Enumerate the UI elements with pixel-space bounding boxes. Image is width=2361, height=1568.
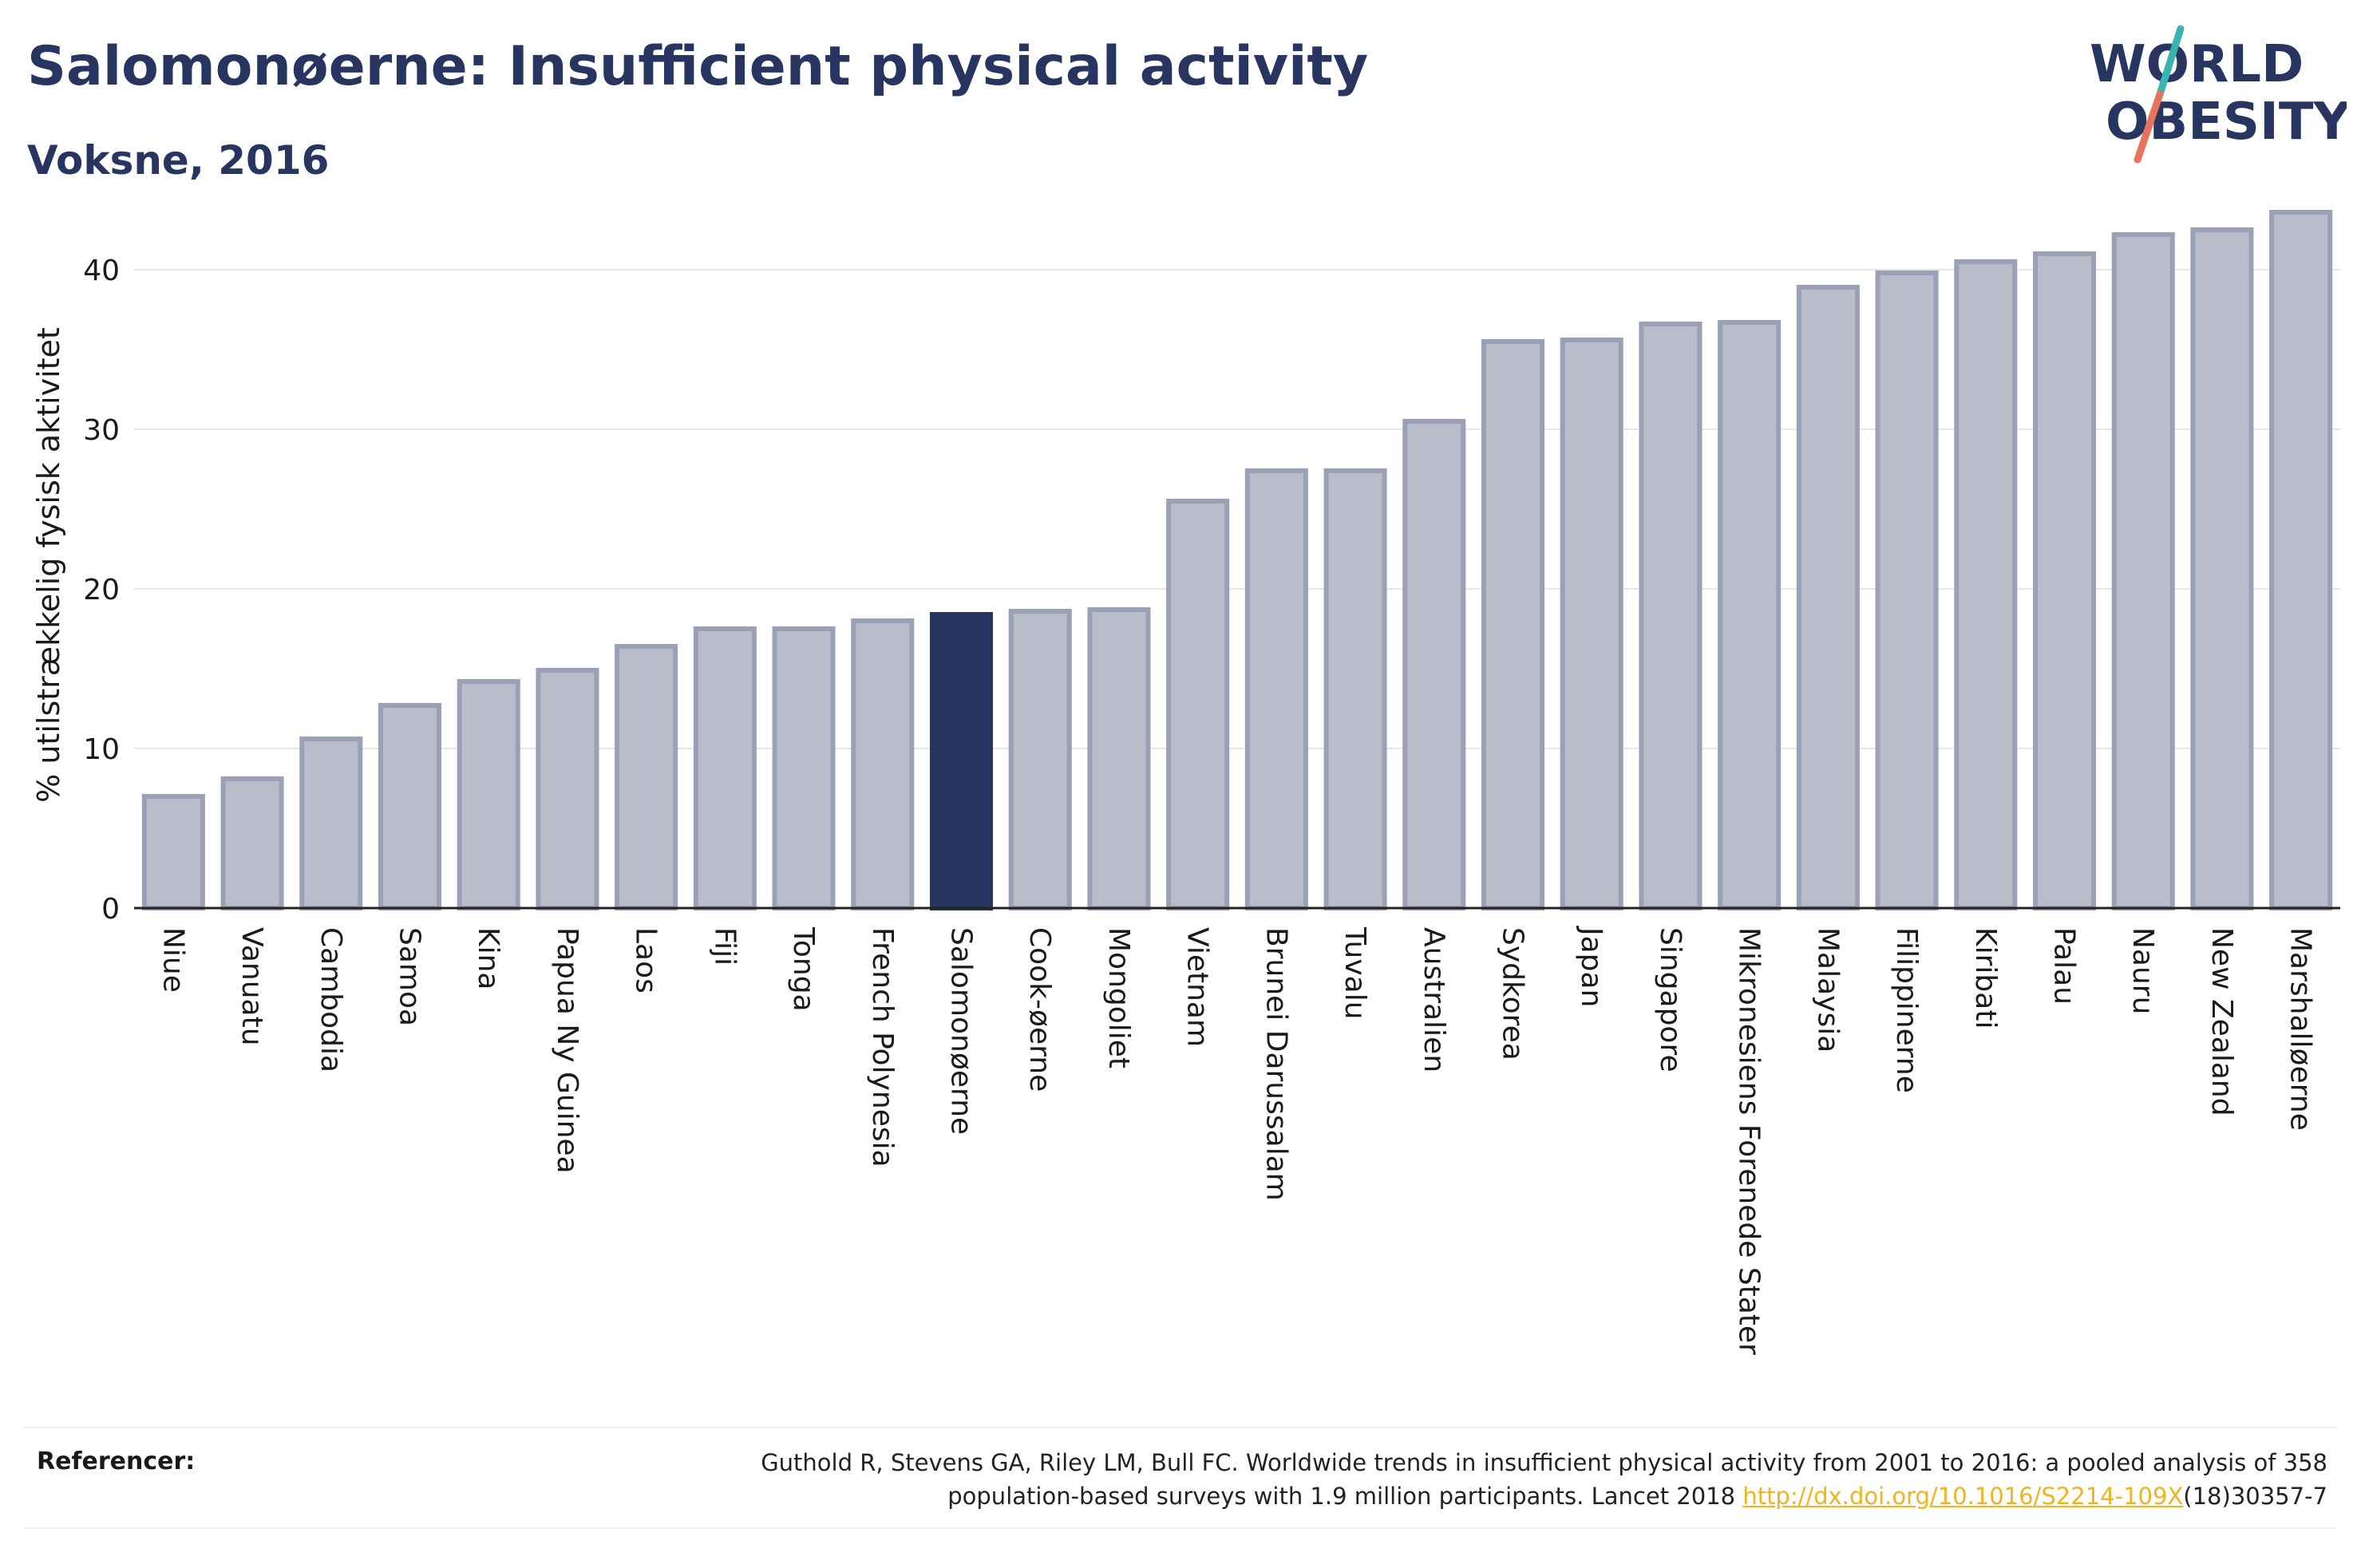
reference-doi-link[interactable]: http://dx.doi.org/10.1016/S2214-109X — [1742, 1483, 2184, 1510]
bar — [851, 618, 915, 910]
x-tick-label: Marshalløerne — [2284, 927, 2317, 1131]
x-tick-label: Sydkorea — [1497, 927, 1529, 1060]
x-tick-label: Papua Ny Guinea — [551, 927, 583, 1174]
x-tick-label: Malaysia — [1811, 927, 1844, 1053]
y-tick-label: 40 — [83, 255, 120, 287]
x-tick-label: Salomonøerne — [945, 927, 978, 1135]
references-section: Referencer: Guthold R, Stevens GA, Riley… — [24, 1427, 2337, 1529]
bar-highlighted — [929, 612, 994, 910]
bar — [693, 626, 757, 910]
bar — [1796, 285, 1860, 910]
x-tick-label: Tuvalu — [1339, 926, 1371, 1020]
x-tick-label: Samoa — [394, 927, 426, 1026]
x-tick-label: Japan — [1575, 926, 1608, 1007]
x-tick-label: Cambodia — [314, 927, 347, 1072]
y-tick-label: 10 — [83, 733, 120, 766]
bar — [1560, 338, 1623, 910]
references-label: Referencer: — [37, 1448, 196, 1475]
bar — [2111, 232, 2175, 910]
bar — [1166, 499, 1230, 910]
bar — [536, 668, 599, 910]
x-tick-label: Kina — [472, 927, 504, 990]
x-tick-label: Niue — [156, 927, 189, 993]
logo-slash-coral — [2134, 90, 2164, 164]
bar — [1402, 419, 1466, 910]
logo-line1: WORLD — [2090, 35, 2304, 94]
bar — [1954, 259, 2018, 910]
chart-subtitle: Voksne, 2016 — [27, 137, 330, 184]
reference-line1: Guthold R, Stevens GA, Riley LM, Bull FC… — [761, 1449, 2327, 1476]
x-tick-label: Singapore — [1654, 927, 1687, 1072]
x-tick-label: Palau — [2048, 927, 2081, 1005]
bar — [1008, 609, 1072, 910]
bar — [772, 626, 836, 910]
x-axis-tick-labels: Niue Vanuatu Cambodia Samoa Kina Papua Ny Gui… — [156, 926, 2316, 1355]
bar — [615, 644, 678, 910]
bar — [1875, 271, 1939, 910]
y-tick-label: 30 — [83, 414, 120, 447]
bar — [2190, 227, 2254, 910]
x-tick-label: Mongoliet — [1102, 927, 1135, 1068]
bar — [1323, 468, 1387, 910]
bar — [141, 794, 205, 910]
references-text: Guthold R, Stevens GA, Riley LM, Bull FC… — [492, 1446, 2327, 1513]
reference-line2-suffix: (18)30357-7 — [2183, 1483, 2327, 1510]
bar — [1244, 468, 1308, 910]
chart-title: Salomonøerne: Insufficient physical acti… — [27, 35, 1369, 98]
bar — [457, 679, 520, 910]
x-tick-label: Australien — [1418, 927, 1450, 1072]
y-tick-label: 0 — [101, 893, 120, 926]
x-tick-label: Kiribati — [1969, 927, 2002, 1029]
bar — [1639, 322, 1703, 910]
bar-chart: 0 10 20 30 40 Niue Vanuatu Cambodia Samoa Kina Pa… — [31, 210, 2340, 1355]
x-tick-label: Laos — [630, 927, 662, 993]
x-tick-label: Brunei Darussalam — [1260, 927, 1292, 1201]
bar — [2269, 210, 2333, 910]
x-tick-label: Mikronesiens Forenede Stater — [1733, 927, 1766, 1355]
world-obesity-logo: WORLD OBESITY — [2090, 25, 2347, 164]
bar — [378, 703, 442, 910]
reference-line2-prefix: population-based surveys with 1.9 millio… — [947, 1483, 1743, 1510]
bar — [1087, 607, 1151, 910]
bars — [141, 210, 2333, 910]
bar — [220, 776, 284, 910]
bar — [1481, 339, 1545, 910]
y-axis-ticks: 0 10 20 30 40 — [83, 255, 120, 926]
bar — [1718, 320, 1782, 910]
y-tick-label: 20 — [83, 574, 120, 606]
x-tick-label: Filippinerne — [1890, 927, 1923, 1093]
x-tick-label: New Zealand — [2205, 927, 2238, 1116]
x-tick-label: Nauru — [2126, 927, 2159, 1014]
x-tick-label: Cook-øerne — [1023, 927, 1056, 1092]
x-tick-label: French Polynesia — [866, 927, 899, 1167]
y-axis-label: % utilstrækkelig fysisk aktivitet — [31, 327, 66, 803]
bar — [299, 737, 363, 910]
logo-slash-teal — [2156, 25, 2185, 98]
x-tick-label: Vietnam — [1181, 927, 1214, 1047]
bar — [2032, 251, 2097, 910]
x-tick-label: Tonga — [787, 926, 820, 1012]
x-tick-label: Vanuatu — [235, 927, 268, 1046]
x-tick-label: Fiji — [708, 927, 741, 966]
